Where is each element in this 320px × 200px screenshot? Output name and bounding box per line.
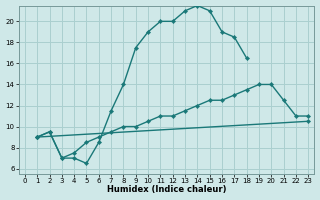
X-axis label: Humidex (Indice chaleur): Humidex (Indice chaleur) <box>107 185 226 194</box>
